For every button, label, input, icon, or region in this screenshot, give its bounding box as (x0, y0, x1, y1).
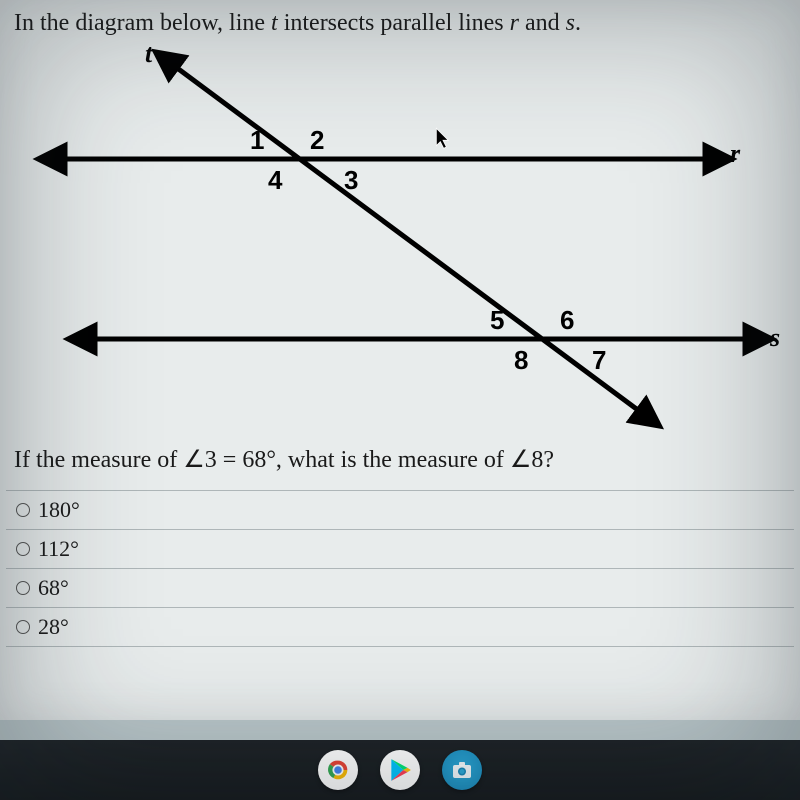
label-line-r: r (730, 139, 740, 169)
option-label: 180° (38, 497, 80, 523)
angle-label-4: 4 (268, 165, 282, 196)
worksheet-paper: In the diagram below, line t intersects … (0, 0, 800, 720)
q1-pre: In the diagram below, line (14, 10, 271, 36)
mouse-cursor-icon (434, 127, 452, 151)
angle-label-3: 3 (344, 165, 358, 196)
q2-angle8: ∠8 (510, 447, 544, 473)
q1-period: . (575, 10, 581, 36)
q1-t: t (271, 10, 278, 36)
diagram-svg (20, 39, 780, 439)
q2-mid: , what is the measure of (276, 447, 510, 473)
radio-icon (16, 542, 30, 556)
question-line-1: In the diagram below, line t intersects … (0, 0, 800, 39)
angle-label-5: 5 (490, 305, 504, 336)
option-row-3[interactable]: 28° (6, 607, 794, 647)
q1-s: s (566, 10, 575, 36)
geometry-diagram: t r s 1 2 4 3 5 6 8 7 (20, 39, 780, 439)
label-line-t: t (145, 39, 152, 69)
play-store-icon[interactable] (380, 750, 420, 790)
label-line-s: s (770, 323, 780, 353)
q2-angle3: ∠3 = 68° (183, 447, 276, 473)
angle-label-7: 7 (592, 345, 606, 376)
question-line-2: If the measure of ∠3 = 68°, what is the … (0, 439, 800, 480)
angle-label-1: 1 (250, 125, 264, 156)
option-row-1[interactable]: 112° (6, 529, 794, 568)
q2-pre: If the measure of (14, 447, 183, 473)
radio-icon (16, 620, 30, 634)
camera-icon[interactable] (442, 750, 482, 790)
angle-label-2: 2 (310, 125, 324, 156)
angle-label-8: 8 (514, 345, 528, 376)
angle-label-6: 6 (560, 305, 574, 336)
radio-icon (16, 503, 30, 517)
option-label: 28° (38, 614, 69, 640)
option-row-2[interactable]: 68° (6, 568, 794, 607)
answer-options: 180° 112° 68° 28° (6, 490, 794, 647)
q1-mid: intersects parallel lines (278, 10, 510, 36)
radio-icon (16, 581, 30, 595)
option-label: 112° (38, 536, 79, 562)
option-label: 68° (38, 575, 69, 601)
taskbar (0, 740, 800, 800)
q1-and: and (519, 10, 566, 36)
option-row-0[interactable]: 180° (6, 490, 794, 529)
chrome-icon[interactable] (318, 750, 358, 790)
q1-r: r (510, 10, 519, 36)
line-t (165, 59, 650, 419)
q2-qmark: ? (543, 447, 554, 473)
